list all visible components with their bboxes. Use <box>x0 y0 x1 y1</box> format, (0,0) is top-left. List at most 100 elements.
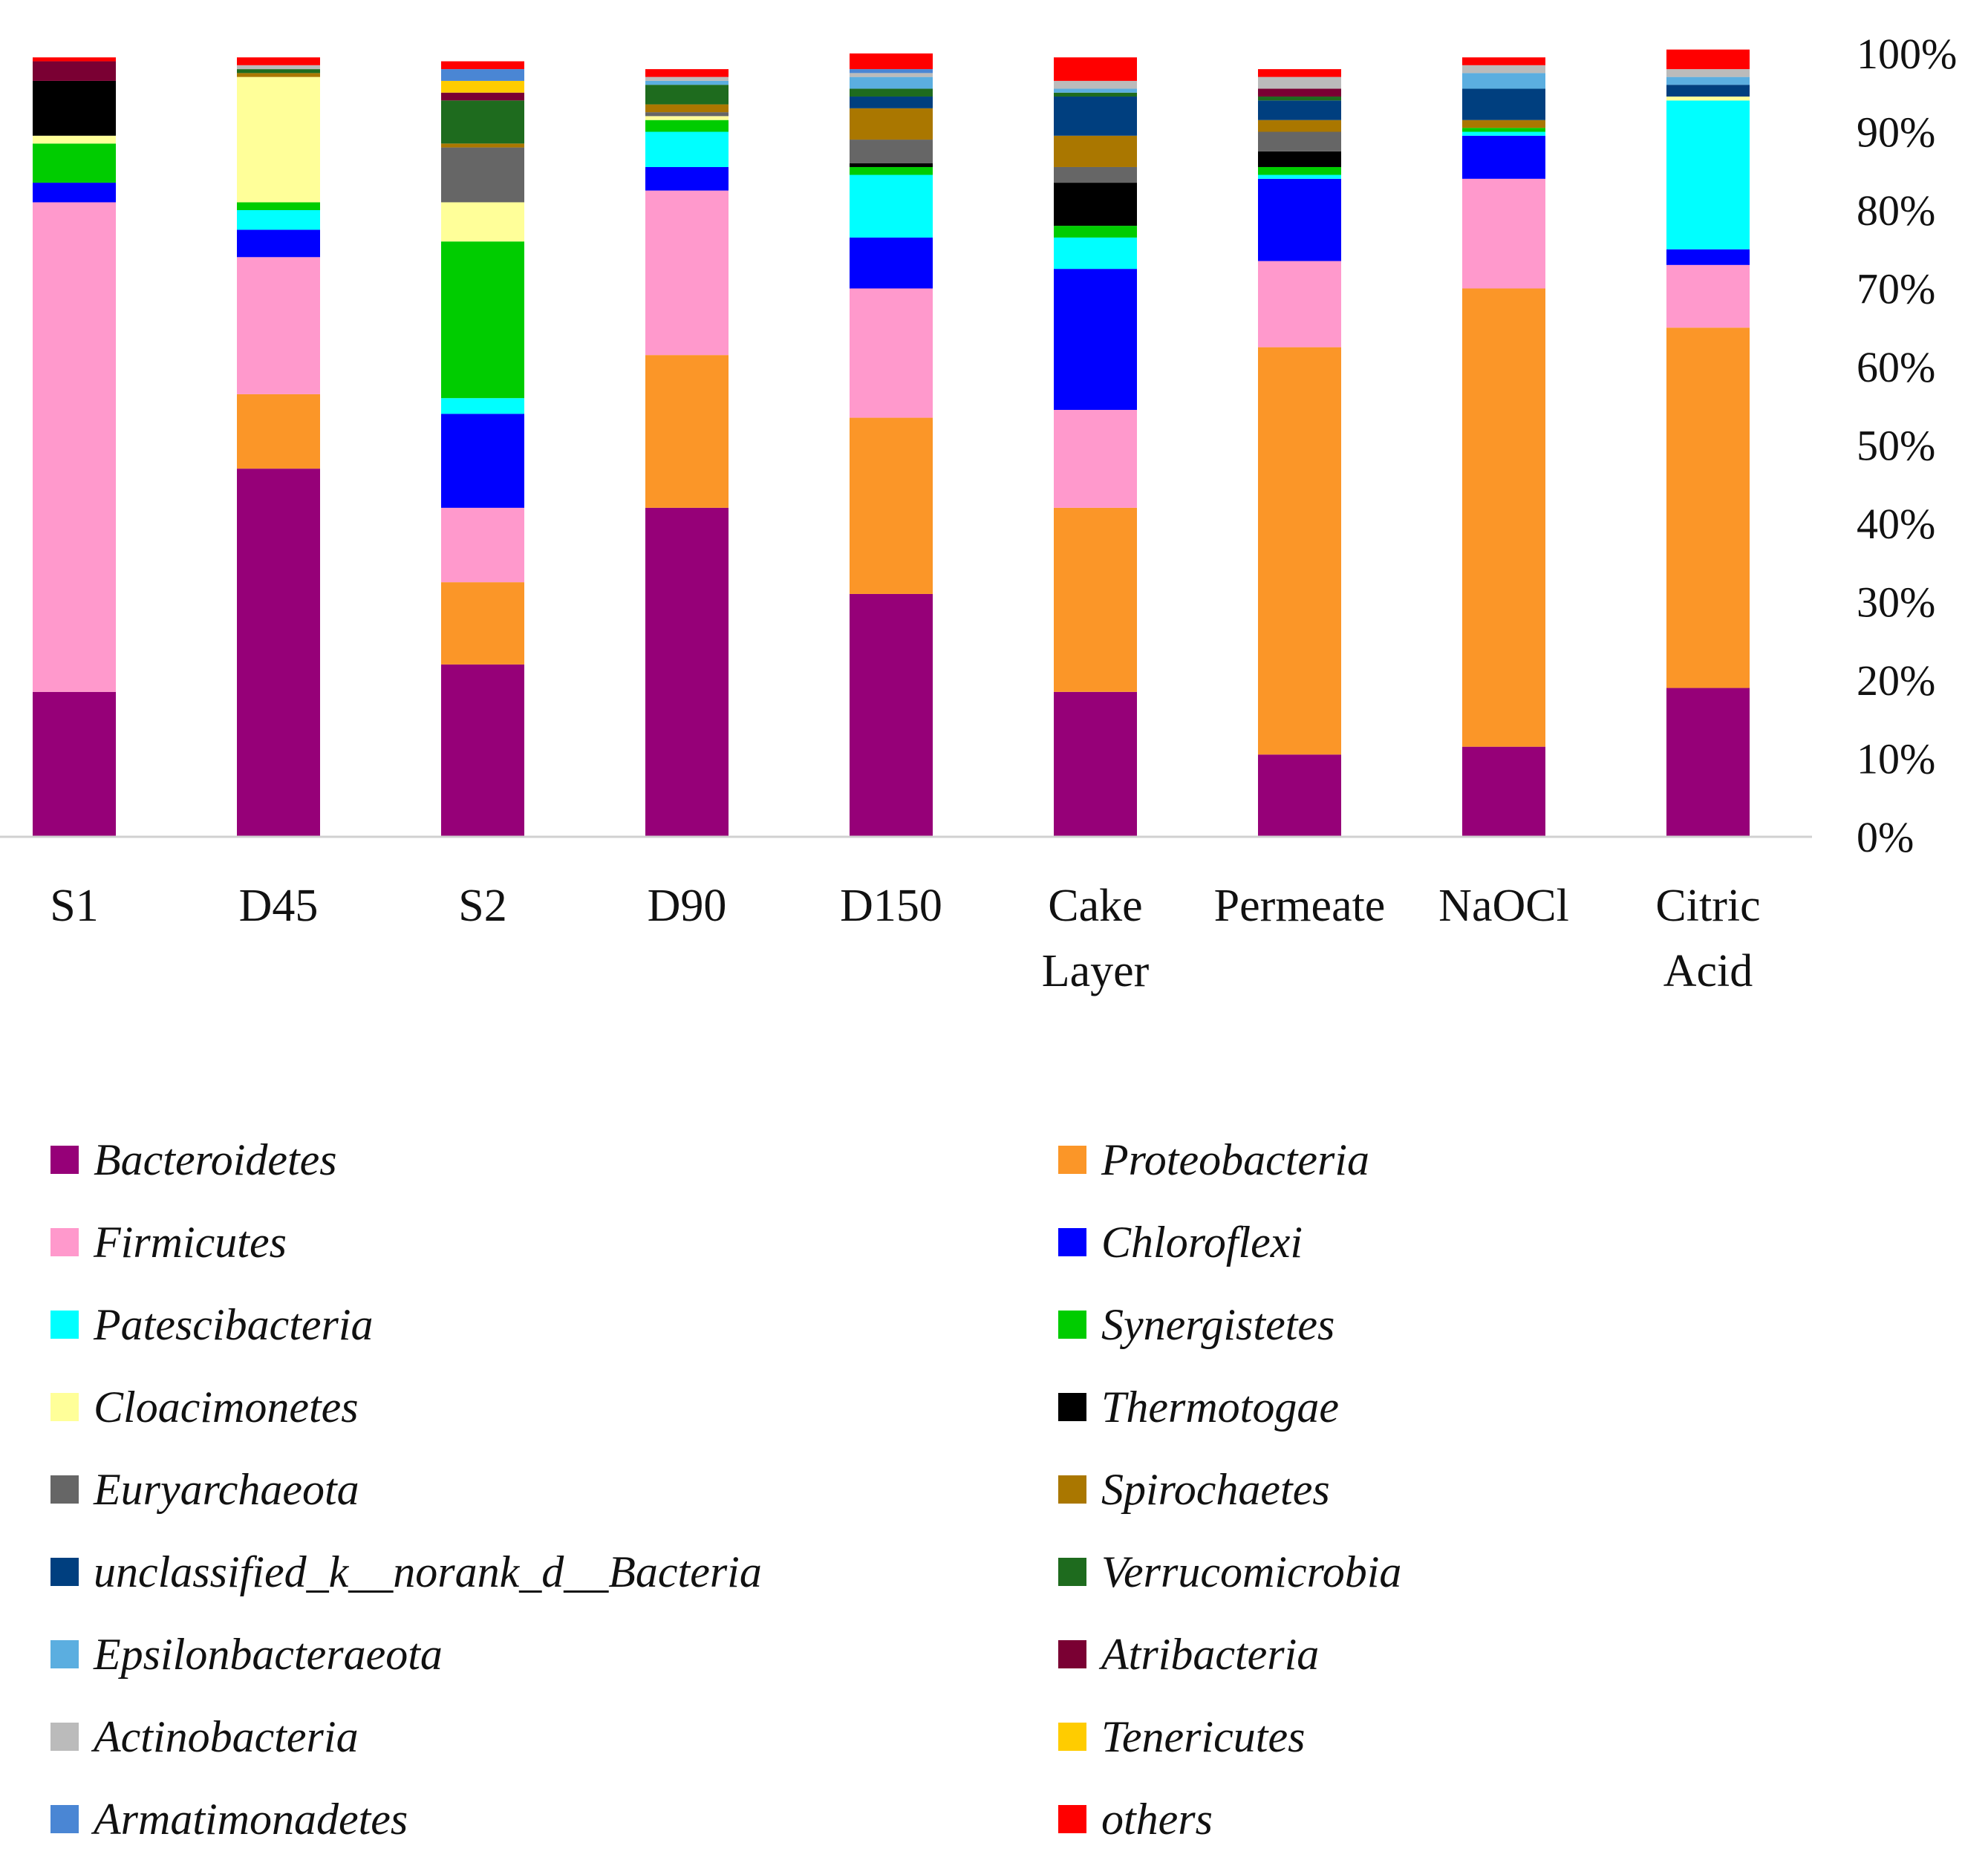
bar-segment-cake-layer-epsilonbacteraeota <box>1054 88 1137 93</box>
legend-item-firmicutes: Firmicutes <box>50 1213 287 1272</box>
bar-segment-d150-chloroflexi <box>850 237 933 289</box>
bar-segment-naocl-bacteroidetes <box>1462 746 1545 837</box>
legend-swatch <box>50 1475 79 1504</box>
bar-segment-cake-layer-others <box>1054 57 1137 81</box>
bar-segment-citric-acid-proteobacteria <box>1666 327 1750 688</box>
bar-segment-naocl-synergistetes <box>1462 128 1545 132</box>
bar-segment-cake-layer-thermotogae <box>1054 183 1137 226</box>
bar-segment-d45-verrucomicrobia <box>237 69 320 74</box>
legend-item-synergistetes: Synergistetes <box>1058 1295 1334 1354</box>
bar-segment-s1-chloroflexi <box>33 183 116 203</box>
bar-segment-d90-proteobacteria <box>645 355 729 508</box>
legend-item-epsilonbacteraeota: Epsilonbacteraeota <box>50 1625 443 1684</box>
legend-label: Atribacteria <box>1101 1629 1320 1679</box>
bar-segment-d90-firmicutes <box>645 190 729 356</box>
y-tick-50-percent: 50% <box>1857 422 1935 470</box>
y-tick-90-percent: 90% <box>1857 108 1935 157</box>
legend-swatch <box>50 1640 79 1668</box>
bar-segment-s2-verrucomicrobia <box>441 100 524 144</box>
y-tick-70-percent: 70% <box>1857 265 1935 313</box>
legend-swatch <box>50 1228 79 1256</box>
x-label-naocl: NaOCl <box>1438 881 1569 931</box>
y-tick-10-percent: 10% <box>1857 735 1935 783</box>
legend-item-proteobacteria: Proteobacteria <box>1058 1130 1369 1189</box>
bar-segment-citric-acid-actinobacteria <box>1666 69 1750 77</box>
legend-swatch <box>50 1723 79 1751</box>
bar-segment-permeate-actinobacteria <box>1258 76 1341 89</box>
bar-segment-d150-unclassified-k-norank-d-bacteria <box>850 97 933 108</box>
legend-swatch <box>1058 1640 1086 1668</box>
bar-segment-s2-synergistetes <box>441 241 524 399</box>
bar-segment-cake-layer-unclassified-k-norank-d-bacteria <box>1054 97 1137 136</box>
bar-segment-cake-layer-bacteroidetes <box>1054 691 1137 837</box>
bar-segment-citric-acid-firmicutes <box>1666 264 1750 328</box>
bar-segment-cake-layer-synergistetes <box>1054 226 1137 238</box>
legend-label: Tenericutes <box>1101 1711 1306 1761</box>
bar-segment-permeate-verrucomicrobia <box>1258 97 1341 101</box>
bar-segment-permeate-euryarchaeota <box>1258 131 1341 151</box>
bar-segment-permeate-unclassified-k-norank-d-bacteria <box>1258 100 1341 120</box>
legend-item-tenericutes: Tenericutes <box>1058 1707 1305 1766</box>
bar-segment-d90-actinobacteria <box>645 76 729 81</box>
legend-item-chloroflexi: Chloroflexi <box>1058 1213 1303 1272</box>
bar-segment-d45-firmicutes <box>237 257 320 394</box>
y-tick-20-percent: 20% <box>1857 656 1935 705</box>
bar-segment-s2-bacteroidetes <box>441 664 524 837</box>
legend-swatch <box>50 1146 79 1174</box>
bar-segment-s1-bacteroidetes <box>33 691 116 837</box>
bar-segment-s1-thermotogae <box>33 80 116 136</box>
legend-item-patescibacteria: Patescibacteria <box>50 1295 374 1354</box>
y-tick-60-percent: 60% <box>1857 343 1935 391</box>
bar-segment-d90-bacteroidetes <box>645 507 729 837</box>
bar-segment-s2-spirochaetes <box>441 143 524 148</box>
bar-segment-permeate-atribacteria <box>1258 88 1341 97</box>
legend-swatch <box>50 1805 79 1833</box>
bar-segment-s2-atribacteria <box>441 92 524 101</box>
bar-segment-cake-layer-actinobacteria <box>1054 80 1137 89</box>
legend-swatch <box>1058 1723 1086 1751</box>
bar-segment-citric-acid-bacteroidetes <box>1666 688 1750 837</box>
legend-swatch <box>50 1393 79 1421</box>
legend-label: Patescibacteria <box>94 1299 374 1349</box>
bar-segment-naocl-actinobacteria <box>1462 65 1545 74</box>
bar-segment-naocl-unclassified-k-norank-d-bacteria <box>1462 88 1545 120</box>
legend-label: Proteobacteria <box>1101 1135 1370 1184</box>
bar-segment-d150-synergistetes <box>850 166 933 175</box>
bar-segment-d45-spirochaetes <box>237 73 320 77</box>
bar-segment-cake-layer-euryarchaeota <box>1054 166 1137 183</box>
bar-segment-s1-cloacimonetes <box>33 135 116 144</box>
bar-segment-permeate-spirochaetes <box>1258 120 1341 132</box>
bar-segment-cake-layer-patescibacteria <box>1054 237 1137 270</box>
bar-segment-s2-euryarchaeota <box>441 147 524 203</box>
legend-item-bacteroidetes: Bacteroidetes <box>50 1130 337 1189</box>
bar-segment-d90-epsilonbacteraeota <box>645 80 729 85</box>
legend-swatch <box>1058 1228 1086 1256</box>
legend-swatch <box>1058 1311 1086 1339</box>
bar-segment-permeate-chloroflexi <box>1258 178 1341 261</box>
bar-segment-s1-synergistetes <box>33 143 116 183</box>
legend-label: Spirochaetes <box>1101 1464 1330 1514</box>
legend-label: Cloacimonetes <box>94 1382 359 1432</box>
stacked-bar-chart: 0%10%20%30%40%50%60%70%80%90%100% S1 D45 S… <box>0 30 1957 996</box>
bar-segment-naocl-patescibacteria <box>1462 131 1545 136</box>
x-axis-labels: S1 D45 S2 D90 D150 Cake Layer Permeate NaOCl Citr… <box>50 881 1760 996</box>
bar-segment-cake-layer-proteobacteria <box>1054 507 1137 692</box>
legend-item-cloacimonetes: Cloacimonetes <box>50 1377 359 1437</box>
bar-segment-d90-synergistetes <box>645 120 729 132</box>
legend-swatch <box>50 1558 79 1586</box>
bar-segment-d150-others <box>850 53 933 70</box>
bar-segment-naocl-spirochaetes <box>1462 120 1545 128</box>
bar-segment-d150-verrucomicrobia <box>850 88 933 97</box>
bar-segment-s2-armatimonadetes <box>441 69 524 81</box>
x-label-cake-layer: Cake Layer <box>1042 881 1150 996</box>
bar-segment-d150-thermotogae <box>850 163 933 167</box>
bar-segment-d45-bacteroidetes <box>237 469 320 837</box>
y-axis-ticks: 0% 10% 20% 30% 40% 50% 60% 70% 80% 90% 100% <box>1857 30 1957 861</box>
legend-label: Actinobacteria <box>94 1711 359 1761</box>
bar-segment-permeate-firmicutes <box>1258 261 1341 347</box>
bar-segment-cake-layer-verrucomicrobia <box>1054 92 1137 97</box>
bar-segment-citric-acid-unclassified-k-norank-d-bacteria <box>1666 85 1750 97</box>
legend-swatch <box>1058 1393 1086 1421</box>
bar-segment-d150-patescibacteria <box>850 174 933 238</box>
legend-label: Bacteroidetes <box>94 1135 337 1184</box>
